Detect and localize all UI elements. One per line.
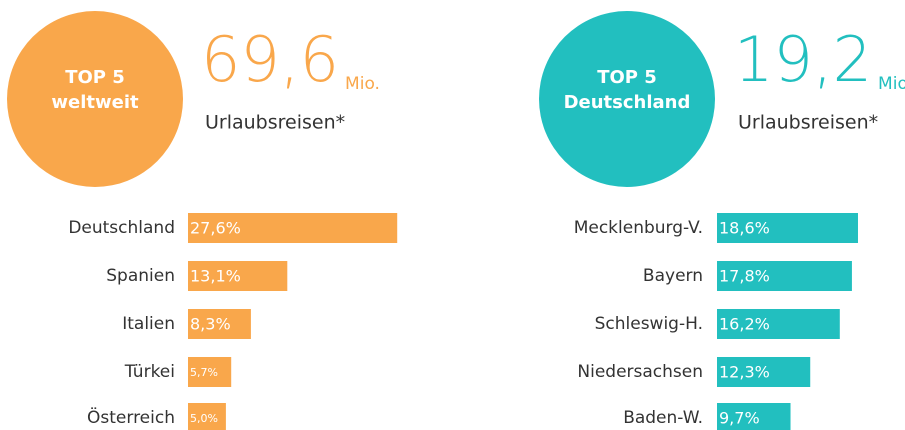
value-label: 5,0% xyxy=(190,412,218,425)
category-label: Österreich xyxy=(87,406,175,428)
value-label: 5,7% xyxy=(190,366,218,379)
badge-circle xyxy=(7,11,183,187)
value-label: 12,3% xyxy=(719,363,770,382)
bar xyxy=(717,261,852,291)
total-unit: Mio. xyxy=(345,74,380,94)
bar xyxy=(188,261,288,291)
bar xyxy=(717,309,840,339)
category-label: Deutschland xyxy=(68,218,175,238)
category-label: Schleswig-H. xyxy=(595,314,703,334)
category-label: Bayern xyxy=(643,266,703,286)
value-label: 9,7% xyxy=(719,409,760,428)
badge-text: weltweit xyxy=(51,92,139,113)
bar xyxy=(188,309,251,339)
value-label: 16,2% xyxy=(719,315,770,334)
category-label: Spanien xyxy=(106,266,175,286)
value-label: 27,6% xyxy=(190,219,241,238)
subtitle: Urlaubsreisen* xyxy=(738,112,878,134)
total-value: 69,6 xyxy=(201,23,339,96)
total-value: 19,2 xyxy=(734,23,872,96)
subtitle: Urlaubsreisen* xyxy=(205,112,345,134)
bar xyxy=(188,403,226,430)
bar xyxy=(717,213,858,243)
badge-text: Deutschland xyxy=(564,92,691,113)
value-label: 13,1% xyxy=(190,267,241,286)
bar xyxy=(188,213,398,243)
category-label: Mecklenburg-V. xyxy=(574,218,703,238)
bar xyxy=(188,357,232,387)
category-label: Baden-W. xyxy=(623,408,703,428)
total-unit: Mio. xyxy=(878,74,905,94)
category-label: Italien xyxy=(122,314,175,334)
bar xyxy=(717,403,791,430)
badge-text: TOP 5 xyxy=(597,67,657,88)
value-label: 17,8% xyxy=(719,267,770,286)
bar xyxy=(717,357,811,387)
value-label: 8,3% xyxy=(190,315,231,334)
category-label: Türkei xyxy=(124,362,175,382)
value-label: 18,6% xyxy=(719,219,770,238)
badge-text: TOP 5 xyxy=(65,67,125,88)
category-label: Niedersachsen xyxy=(577,362,703,382)
badge-circle xyxy=(539,11,715,187)
